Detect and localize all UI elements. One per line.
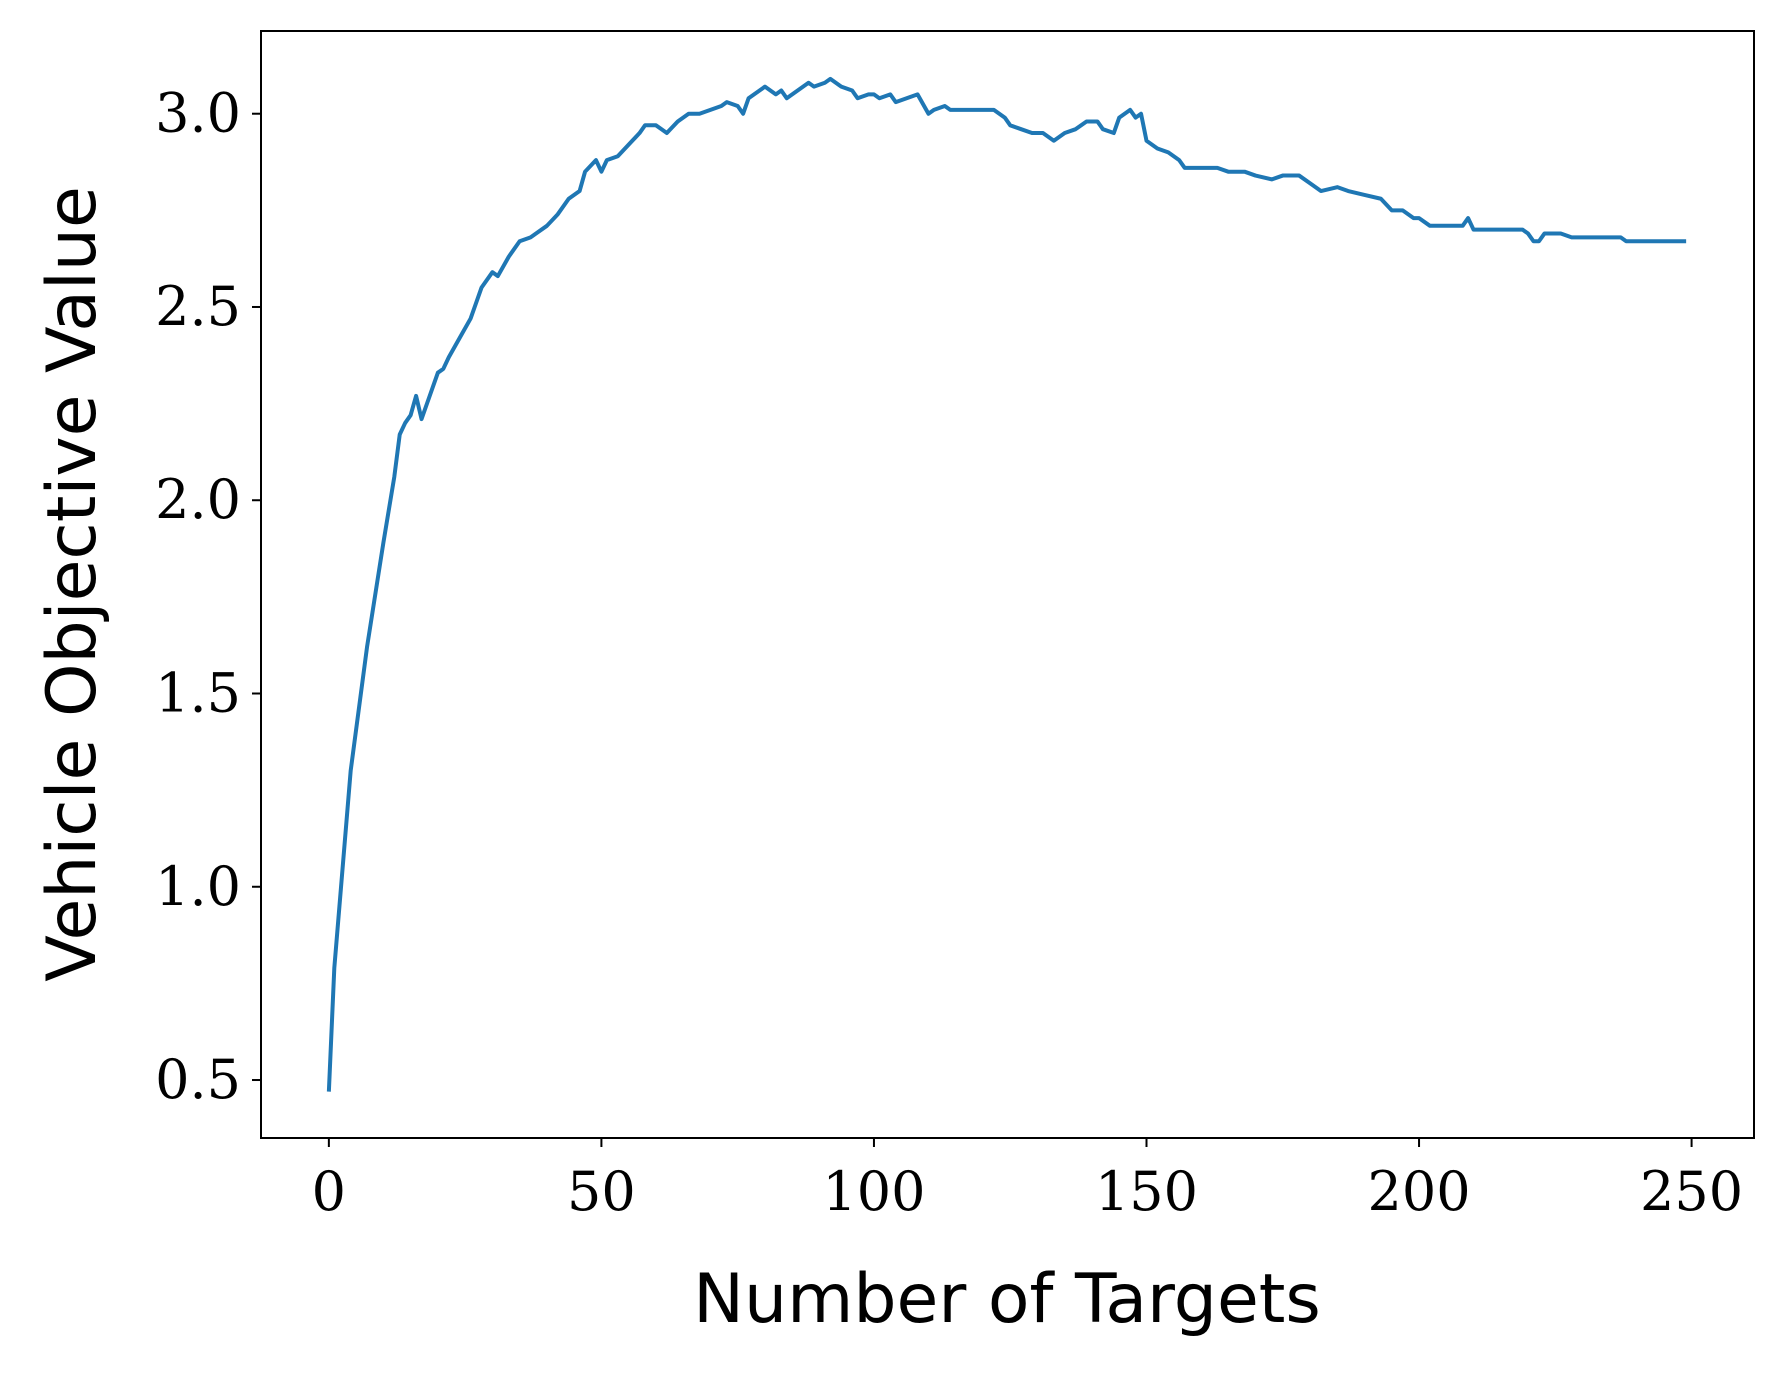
y-tick-label: 1.0 [155,855,241,918]
y-tick-label: 1.5 [155,661,241,724]
line [326,76,1687,1092]
x-tick-label: 150 [1095,1160,1198,1223]
x-tick-label: 100 [822,1160,925,1223]
x-tick-label: 250 [1640,1160,1743,1223]
y-tick-label: 2.0 [155,468,241,531]
y-tick-label: 0.5 [155,1048,241,1111]
x-tick-label: 50 [567,1160,636,1223]
y-tick-label: 2.5 [155,275,241,338]
axes-frame [260,30,1755,1139]
x-tick-label: 200 [1368,1160,1471,1223]
y-tick-label: 3.0 [155,82,241,145]
y-axis-label: Vehicle Objective Value [33,186,112,982]
x-tick-label: 0 [312,1160,346,1223]
x-axis-label: Number of Targets [693,1260,1321,1339]
